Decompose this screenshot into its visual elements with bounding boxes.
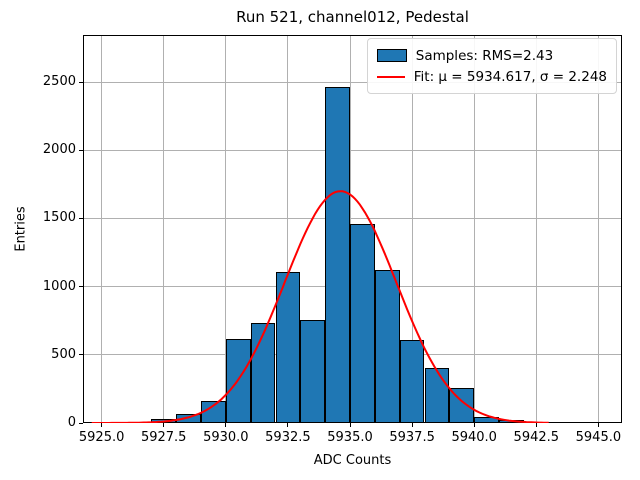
x-tick-mark	[349, 423, 351, 427]
y-tick-mark	[79, 217, 83, 219]
x-tick-mark	[287, 423, 289, 427]
x-gridline	[535, 35, 537, 423]
x-tick-mark	[597, 423, 599, 427]
histogram-bar	[325, 86, 350, 423]
legend-item-samples: Samples: RMS=2.43	[376, 45, 607, 66]
y-tick-label: 0	[67, 415, 76, 430]
x-tick-label: 5925.0	[78, 430, 125, 445]
y-gridline	[83, 149, 622, 151]
x-gridline	[473, 35, 475, 423]
histogram-bar	[300, 320, 326, 423]
histogram-swatch-icon	[376, 49, 407, 62]
x-tick-label: 5927.5	[140, 430, 187, 445]
histogram-bar	[350, 223, 375, 423]
fit-line-swatch-icon	[376, 75, 405, 78]
x-tick-mark	[163, 423, 165, 427]
y-gridline	[83, 81, 622, 83]
x-gridline	[287, 35, 289, 423]
x-gridline	[163, 35, 165, 423]
legend-samples-label: Samples: RMS=2.43	[415, 47, 554, 64]
x-tick-label: 5945.0	[575, 430, 622, 445]
x-gridline	[101, 35, 103, 423]
x-tick-mark	[411, 423, 413, 427]
x-tick-label: 5932.5	[265, 430, 311, 445]
histogram-bar	[449, 387, 475, 423]
x-tick-mark	[535, 423, 537, 427]
y-tick-mark	[79, 286, 83, 288]
x-gridline	[411, 35, 413, 423]
y-tick-label: 1500	[42, 210, 76, 226]
legend: Samples: RMS=2.43 Fit: μ = 5934.617, σ =…	[366, 38, 617, 94]
histogram-bar	[374, 270, 400, 423]
x-tick-mark	[101, 423, 103, 427]
x-gridline	[597, 35, 599, 423]
y-tick-label: 1000	[42, 278, 76, 294]
x-tick-label: 5942.5	[513, 430, 560, 445]
y-gridline	[83, 217, 622, 219]
y-tick-label: 2500	[42, 74, 76, 90]
y-tick-mark	[79, 81, 83, 83]
gaussian-fit-curve	[91, 190, 549, 423]
fit-curve-layer	[91, 190, 549, 423]
x-tick-mark	[225, 423, 227, 427]
x-tick-mark	[473, 423, 475, 427]
legend-item-fit: Fit: μ = 5934.617, σ = 2.248	[376, 66, 607, 87]
plot-area: Samples: RMS=2.43 Fit: μ = 5934.617, σ =…	[83, 35, 622, 423]
x-axis-label: ADC Counts	[313, 453, 392, 468]
x-tick-label: 5937.5	[389, 430, 435, 445]
y-tick-mark	[79, 149, 83, 151]
histogram-bar	[250, 323, 276, 423]
x-gridline	[225, 35, 227, 423]
y-tick-label: 2000	[42, 142, 76, 158]
x-tick-label: 5940.0	[451, 430, 497, 445]
y-tick-label: 500	[51, 346, 76, 362]
y-tick-mark	[79, 354, 83, 356]
chart-title: Run 521, channel012, Pedestal	[236, 8, 469, 26]
x-tick-label: 5935.0	[327, 430, 373, 445]
legend-fit-label: Fit: μ = 5934.617, σ = 2.248	[413, 68, 607, 85]
y-tick-mark	[79, 422, 83, 424]
x-tick-label: 5930.0	[203, 430, 249, 445]
